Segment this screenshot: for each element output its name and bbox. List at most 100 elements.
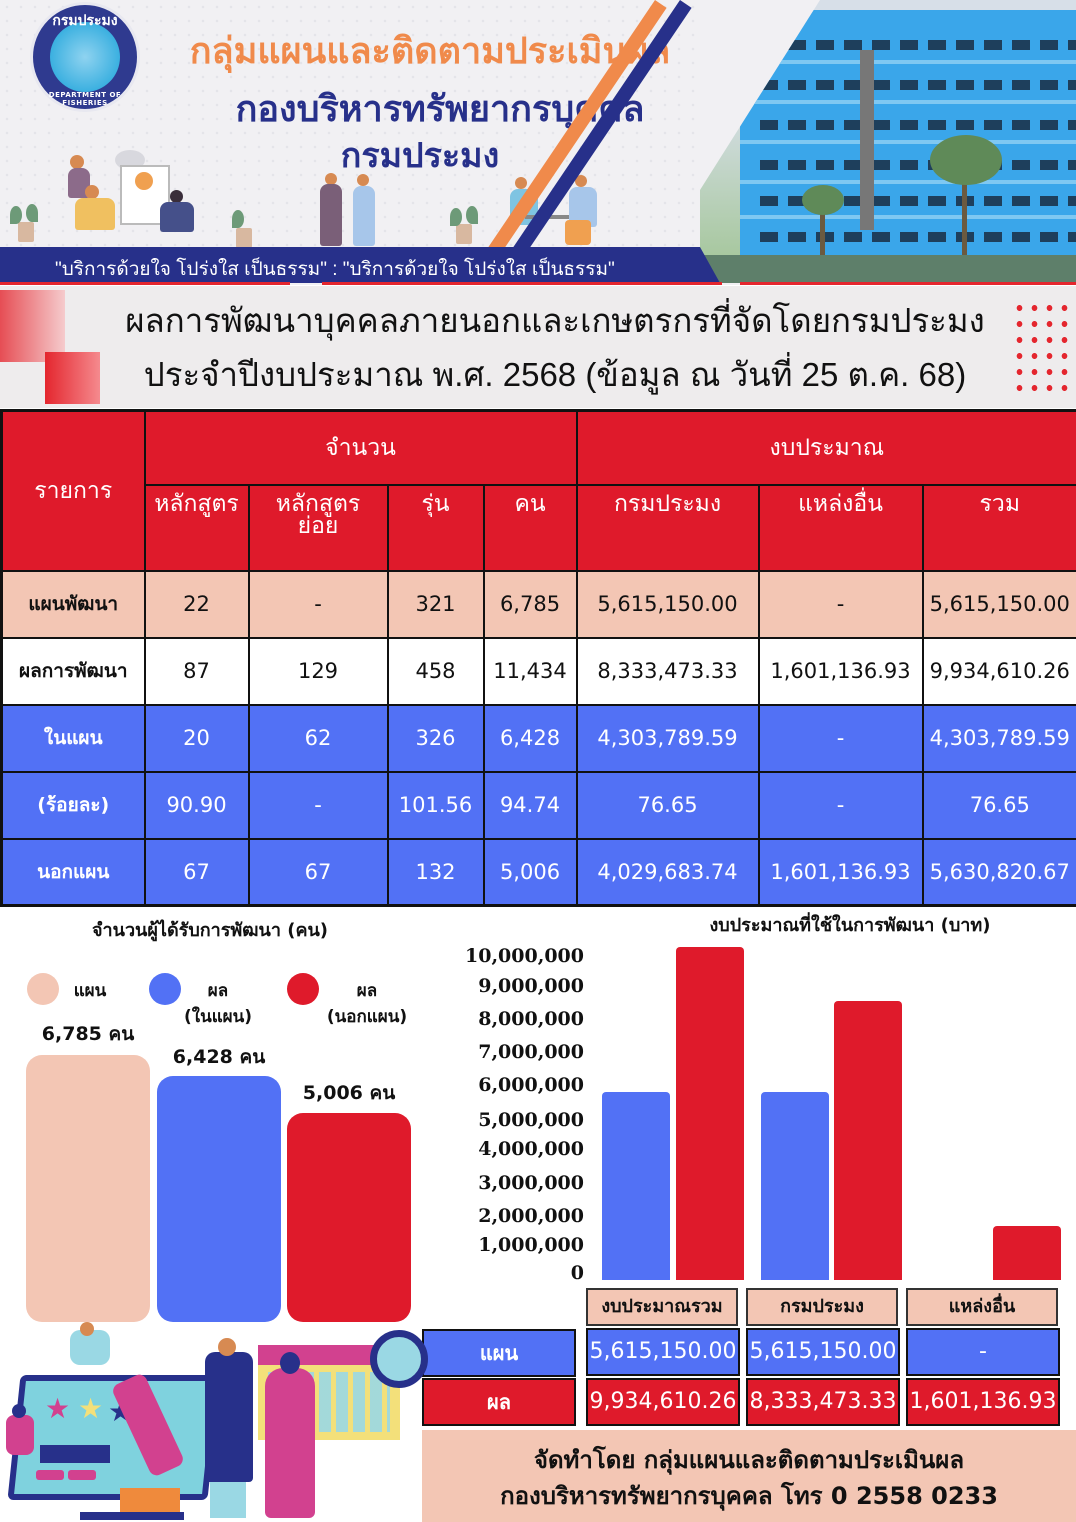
row-label: นอกแผน [0, 837, 146, 907]
header-group-count: จำนวน [143, 409, 578, 486]
y-tick: 2,000,000 [478, 1205, 584, 1227]
table-row-plan: แผนพัฒนา 22 - 321 6,785 5,615,150.00 - 5… [0, 569, 1076, 639]
subtitle-band [0, 286, 1076, 408]
bar-plan [26, 1055, 150, 1322]
cell-courses: 87 [143, 636, 250, 706]
screen-base [80, 1512, 184, 1520]
cell-persons: 6,428 [482, 703, 578, 773]
cell-sub-courses: 129 [247, 636, 389, 706]
plant-icon [18, 222, 34, 242]
bar-value-out-of-plan: 5,006 คน [302, 1082, 396, 1104]
bar-total-result [676, 947, 744, 1280]
cell-dof-budget: 8,333,473.33 [575, 636, 760, 706]
department-logo: กรมประมง DEPARTMENT OF FISHERIES [30, 2, 140, 112]
decor-dot-grid [1012, 300, 1074, 400]
header-dof-budget: กรมประมง [575, 483, 760, 572]
header-other-sources: แหล่งอื่น [757, 483, 924, 572]
logo-bottom-text: DEPARTMENT OF FISHERIES [48, 91, 122, 107]
persons-chart-title: จำนวนผู้ได้รับการพัฒนา (คน) [91, 920, 329, 941]
header-sub-courses: หลักสูตร ย่อย [247, 483, 389, 572]
y-tick: 7,000,000 [478, 1041, 584, 1063]
report-period: ประจำปีงบประมาณ พ.ศ. 2568 (ข้อมูล ณ วันท… [143, 356, 967, 393]
header-group-budget: งบประมาณ [575, 409, 1076, 486]
bar-total-plan [602, 1092, 670, 1280]
summary-header-total: งบประมาณรวม [586, 1288, 738, 1326]
plant-leaf [450, 208, 462, 226]
cell-persons: 5,006 [482, 837, 578, 907]
row-label: แผนพัฒนา [0, 569, 146, 639]
cell-batches: 132 [386, 837, 485, 907]
footer-prepared-by: จัดทำโดย กลุ่มแผนและติดตามประเมินผล [533, 1446, 965, 1474]
decor-block [45, 352, 100, 404]
plant-leaf [232, 210, 244, 228]
cell-persons: 6,785 [482, 569, 578, 639]
cell-other-sources: - [757, 703, 924, 773]
cell-sub-courses: 67 [247, 837, 389, 907]
org-unit-title: กลุ่มแผนและติดตามประเมินผล [189, 30, 671, 71]
cell-total: 5,615,150.00 [921, 569, 1076, 639]
cell-sub-courses: 62 [247, 703, 389, 773]
star-icon: ★ [45, 1392, 71, 1425]
legend-out-of-plan-swatch [287, 973, 319, 1005]
cell-total: 5,630,820.67 [921, 837, 1076, 907]
header-banner: กรมประมง DEPARTMENT OF FISHERIES กลุ่มแผ… [0, 0, 1076, 285]
logo-emblem [50, 22, 120, 92]
legend-plan-swatch [27, 973, 59, 1005]
cell-total: 4,303,789.59 [921, 703, 1076, 773]
y-tick: 8,000,000 [478, 1008, 584, 1030]
y-tick: 0 [570, 1262, 584, 1284]
row-label: ในแผน [0, 703, 146, 773]
summary-row-label-plan: แผน [422, 1329, 576, 1377]
summary-result-dof: 8,333,473.33 [746, 1378, 900, 1426]
y-tick: 10,000,000 [465, 945, 584, 967]
cell-dof-budget: 4,029,683.74 [575, 837, 760, 907]
legend-out-of-plan-label: ผล (นอกแผน) [326, 981, 408, 1027]
table-row-out-of-plan: นอกแผน 67 67 132 5,006 4,029,683.74 1,60… [0, 837, 1076, 907]
cell-other-sources: 1,601,136.93 [757, 636, 924, 706]
cell-persons: 94.74 [482, 770, 578, 840]
development-results-table: รายการ จำนวน งบประมาณ หลักสูตร หลักสูตร … [0, 409, 1076, 907]
bar-value-in-plan: 6,428 คน [172, 1046, 266, 1068]
cell-dof-budget: 76.65 [575, 770, 760, 840]
budget-chart-title: งบประมาณที่ใช้ในการพัฒนา (บาท) [709, 915, 991, 936]
plant-icon [456, 224, 472, 244]
cell-other-sources: - [757, 569, 924, 639]
bar-dof-plan [761, 1092, 829, 1280]
summary-plan-total: 5,615,150.00 [586, 1328, 740, 1376]
summary-header-dof: กรมประมง [746, 1288, 898, 1326]
summary-plan-dof: 5,615,150.00 [746, 1328, 900, 1376]
report-title: ผลการพัฒนาบุคคลภายนอกและเกษตรกรที่จัดโดย… [125, 302, 985, 339]
divider-line [0, 282, 290, 285]
cell-sub-courses: - [247, 770, 389, 840]
logo-top-text: กรมประมง [52, 13, 118, 29]
headquarters-photo [700, 0, 1076, 283]
handshake-illustration [315, 168, 395, 248]
legend-in-plan-swatch [149, 973, 181, 1005]
cell-courses: 90.90 [143, 770, 250, 840]
legend-plan-label: แผน [73, 981, 107, 1001]
bar-other-result [993, 1226, 1061, 1280]
plant-icon [236, 228, 252, 248]
cell-total: 9,934,610.26 [921, 636, 1076, 706]
cell-dof-budget: 5,615,150.00 [575, 569, 760, 639]
y-tick: 9,000,000 [478, 975, 584, 997]
plant-leaf [10, 206, 22, 224]
summary-plan-other: - [906, 1328, 1060, 1376]
cell-batches: 101.56 [386, 770, 485, 840]
cell-batches: 321 [386, 569, 485, 639]
y-tick: 6,000,000 [478, 1074, 584, 1096]
bar-out-of-plan [287, 1113, 411, 1322]
pond [700, 255, 1076, 283]
cell-total: 76.65 [921, 770, 1076, 840]
cell-other-sources: 1,601,136.93 [757, 837, 924, 907]
header-total: รวม [921, 483, 1076, 572]
row-label: ผลการพัฒนา [0, 636, 146, 706]
footer-credit: จัดทำโดย กลุ่มแผนและติดตามประเมินผล กองบ… [422, 1430, 1076, 1522]
person-figure [265, 1368, 315, 1518]
y-tick: 3,000,000 [478, 1172, 584, 1194]
plant-leaf [466, 206, 478, 224]
cell-courses: 20 [143, 703, 250, 773]
cell-batches: 326 [386, 703, 485, 773]
table-row-result: ผลการพัฒนา 87 129 458 11,434 8,333,473.3… [0, 636, 1076, 706]
slogan-text: "บริการด้วยใจ โปร่งใส เป็นธรรม" : "บริกา… [55, 259, 615, 280]
